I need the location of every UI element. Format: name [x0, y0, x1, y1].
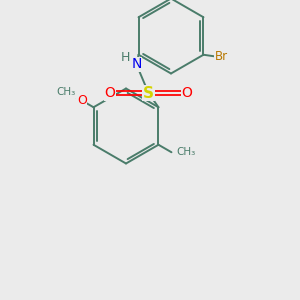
Text: O: O	[77, 94, 87, 107]
Text: O: O	[182, 86, 192, 100]
Text: N: N	[131, 58, 142, 71]
Text: CH₃: CH₃	[56, 87, 76, 97]
Text: S: S	[143, 85, 154, 100]
Text: H: H	[120, 51, 130, 64]
Text: Br: Br	[215, 50, 228, 63]
Text: CH₃: CH₃	[176, 147, 195, 157]
Text: O: O	[105, 86, 116, 100]
